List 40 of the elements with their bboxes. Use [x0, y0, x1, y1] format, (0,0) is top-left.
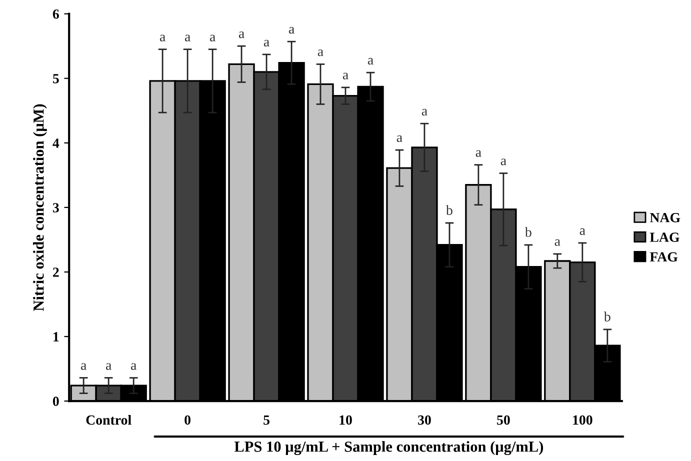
data-label: a — [264, 40, 270, 47]
y-tick-label: 1 — [54, 332, 59, 342]
y-tick-label: 2 — [53, 268, 59, 277]
legend-label: NAG — [650, 212, 680, 222]
data-label: a — [184, 34, 190, 42]
data-label: b — [524, 227, 532, 237]
data-label: a — [80, 363, 86, 370]
data-label: a — [342, 72, 348, 80]
x-tick-label: 0 — [184, 415, 190, 425]
data-label: a — [210, 34, 216, 42]
data-label: a — [554, 239, 560, 246]
data-label: a — [131, 363, 136, 370]
y-tick-label: 3 — [52, 203, 59, 212]
x-tick-label: 5 — [264, 416, 270, 425]
legend-label: LAG — [650, 232, 680, 242]
data-label: a — [288, 26, 294, 34]
data-label: a — [106, 363, 112, 370]
x-tick-label: 50 — [497, 415, 510, 425]
data-label: a — [580, 228, 586, 235]
data-label: a — [160, 34, 166, 42]
data-label: b — [604, 312, 610, 322]
data-label: a — [500, 158, 506, 166]
data-label: a — [422, 108, 428, 116]
x-tick-label: 100 — [573, 415, 592, 425]
data-label: a — [318, 50, 324, 56]
data-label: a — [238, 31, 244, 38]
y-tick-label: 4 — [52, 138, 60, 148]
x-axis-title: LPS 10 μg/mL + Sample concentration (μg/mL) — [234, 441, 544, 456]
data-label: a — [396, 135, 402, 142]
data-label: a — [368, 58, 374, 65]
y-tick-label: 5 — [52, 74, 59, 84]
y-tick-label: 6 — [52, 9, 59, 19]
y-axis-title: Nitric oxide concentration (μM) — [33, 104, 47, 311]
x-tick-label: 10 — [340, 415, 352, 425]
y-tick-label: 0 — [52, 396, 59, 406]
x-tick-label: 30 — [418, 415, 431, 425]
data-label: b — [446, 205, 452, 215]
x-tick-label: Control — [86, 414, 132, 425]
legend-label: FAG — [650, 252, 678, 262]
data-label: a — [476, 150, 482, 157]
